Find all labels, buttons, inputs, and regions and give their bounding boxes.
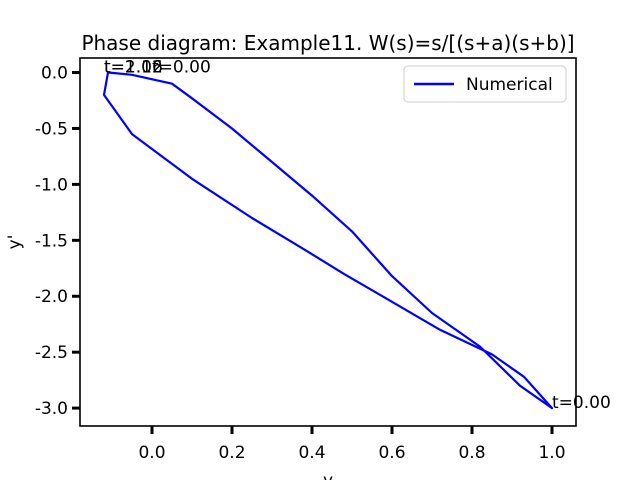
y-tick-label: -3.0	[35, 399, 68, 419]
y-tick-label: -2.5	[35, 343, 68, 363]
y-tick-label: -1.0	[35, 175, 68, 195]
y-tick-label: -2.0	[35, 287, 68, 307]
x-tick-label: 0.4	[298, 443, 325, 463]
legend-box	[403, 65, 567, 103]
x-tick-label: 0.8	[458, 443, 485, 463]
time-annotation: t=1.06	[104, 58, 163, 78]
legend: Numerical	[403, 65, 567, 103]
y-tick-label: 0.0	[41, 64, 68, 84]
y-tick-label: -0.5	[35, 119, 68, 139]
x-tick-label: 1.0	[538, 443, 565, 463]
x-axis-label: y	[323, 471, 333, 480]
time-annotation: t=2.12	[104, 58, 163, 78]
series-line-0	[102, 71, 554, 410]
x-tick-label: 0.0	[138, 443, 165, 463]
legend-label-numerical: Numerical	[466, 75, 553, 95]
y-tick-label: -1.5	[35, 231, 68, 251]
time-annotation: t=0.00	[552, 393, 611, 413]
y-axis-label: y'	[5, 235, 25, 250]
x-tick-label: 0.2	[218, 443, 245, 463]
chart-title: Phase diagram: Example11. W(s)=s/[(s+a)(…	[81, 31, 574, 55]
x-tick-label: 0.6	[378, 443, 405, 463]
time-annotation: t=0.00	[152, 58, 211, 78]
plot-frame	[79, 57, 577, 427]
